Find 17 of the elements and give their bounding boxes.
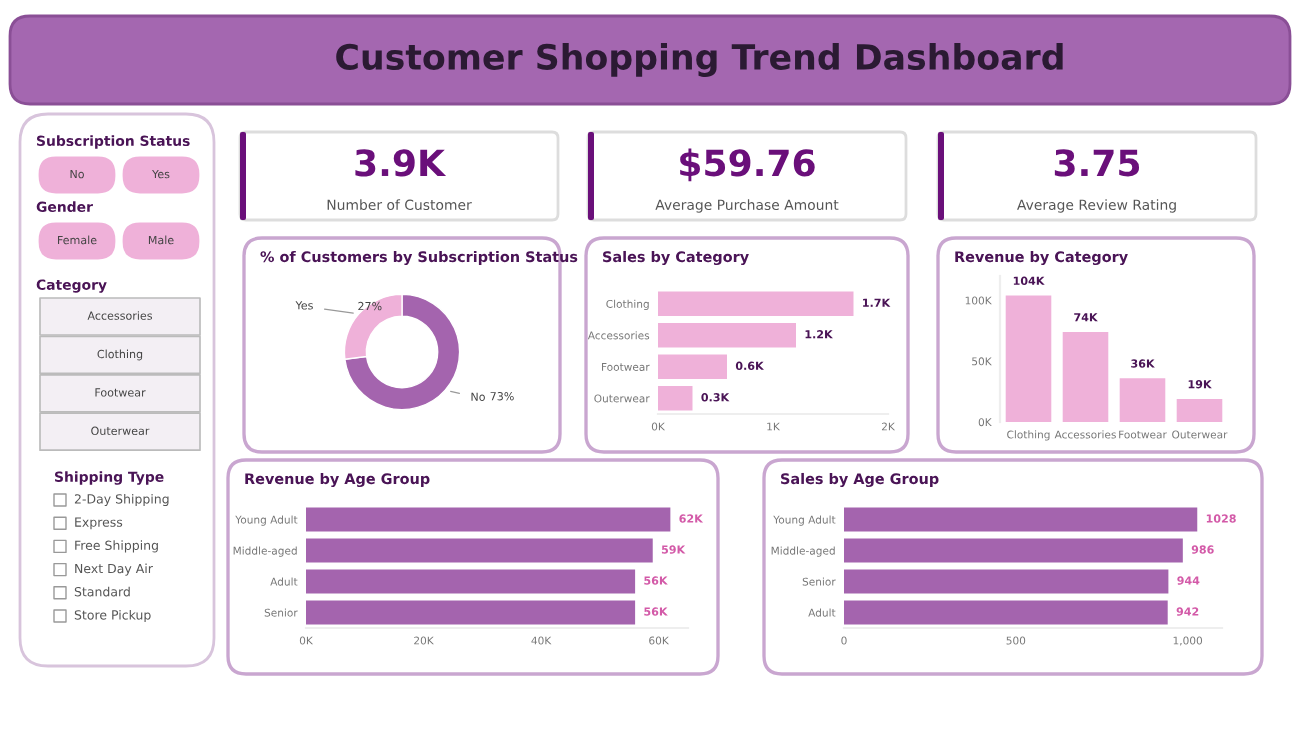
text: 3.9K: [355, 149, 447, 177]
bar: [658, 291, 854, 317]
bar: [306, 569, 636, 594]
donut-slice: [344, 293, 461, 411]
bar: [306, 507, 671, 532]
bar: [306, 600, 636, 625]
bar: [306, 538, 653, 563]
text: Customer Shopping Trend Dashboard: [336, 43, 1063, 77]
bar: [1119, 378, 1166, 422]
bar: [1005, 295, 1052, 422]
bar: [1062, 331, 1109, 422]
bar: [658, 322, 796, 348]
bar: [1176, 398, 1223, 422]
bar: [658, 354, 727, 380]
text: $59.76: [680, 148, 815, 182]
bar: [658, 385, 693, 411]
text: 3.75: [1054, 149, 1140, 177]
